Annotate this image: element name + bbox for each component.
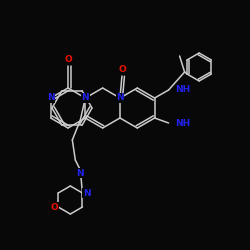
Text: O: O <box>118 64 126 74</box>
Text: NH: NH <box>176 118 191 128</box>
Text: NH: NH <box>176 86 191 94</box>
Text: N: N <box>76 168 84 177</box>
Text: N: N <box>116 94 124 102</box>
Text: N: N <box>83 188 90 198</box>
Text: O: O <box>64 54 72 64</box>
Text: N: N <box>82 94 89 102</box>
Text: O: O <box>50 202 58 211</box>
Text: N: N <box>47 94 54 102</box>
